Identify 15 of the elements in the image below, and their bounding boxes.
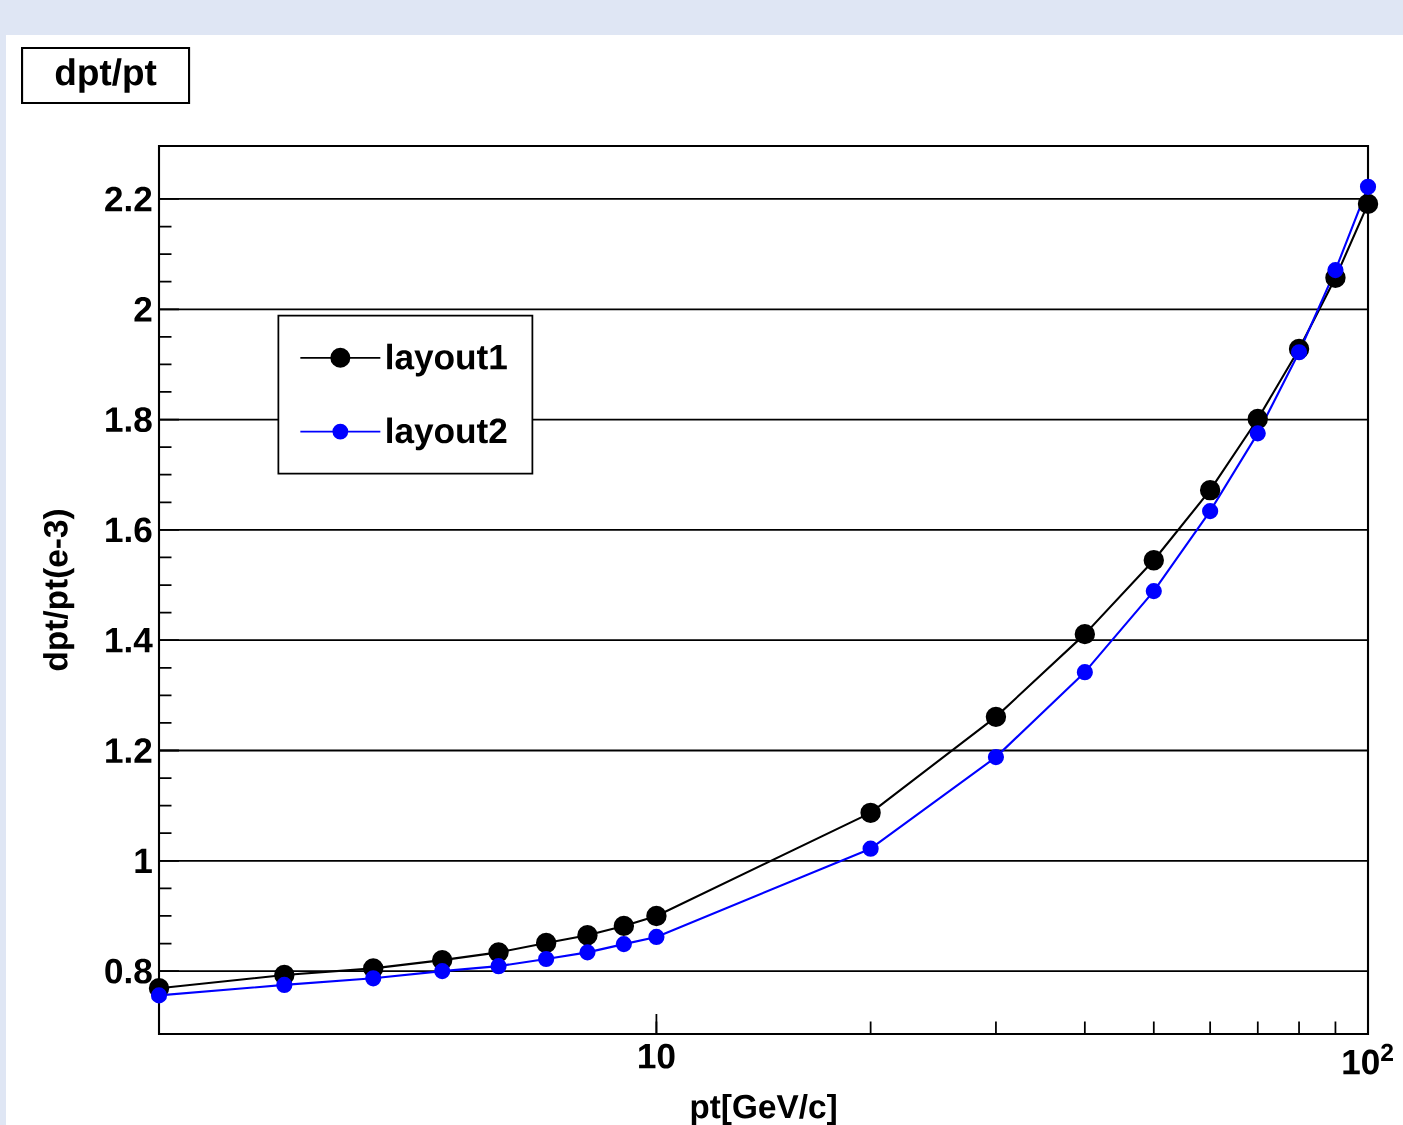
y-tick-label: 0.8 [105,958,152,984]
y-tick-label: 2.2 [105,186,152,212]
x-tick-label: 10$^{2}$ [1343,1043,1393,1075]
y-tick-label: 1.4 [106,628,153,653]
y-axis-title: dpt/pt(e-3) [43,510,75,671]
y-tick-label: 1.2 [106,738,152,763]
y-tick-label: 2 [134,297,152,322]
x-axis-title: pt[GeV/c] [691,1093,836,1125]
legend-label: layout1 [387,343,507,377]
y-tick-label: 1.6 [106,517,152,543]
y-tick-label: 1 [135,848,152,873]
x-tick-label: 10 [639,1043,675,1069]
chart-title: dpt/pt [55,58,157,93]
legend-label: layout2 [387,417,507,451]
y-tick-label: 1.8 [106,407,152,432]
